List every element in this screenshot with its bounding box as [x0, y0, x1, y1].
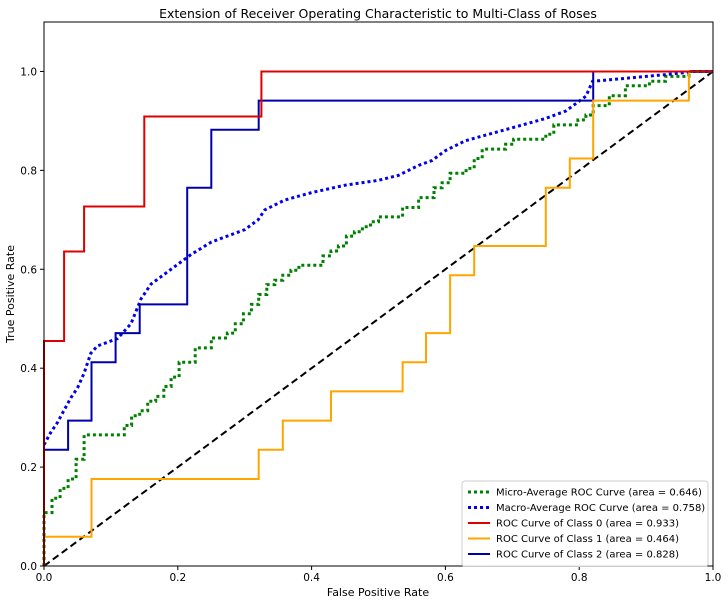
y-tick-label: 0.8 — [20, 165, 37, 177]
series-line-1 — [42, 70, 713, 446]
plot-area — [42, 70, 714, 567]
y-tick-label: 1.0 — [20, 66, 37, 78]
x-tick-label: 0.8 — [571, 572, 588, 584]
x-tick-label: 0.2 — [169, 572, 186, 584]
legend-box — [461, 480, 709, 567]
series-line-2 — [43, 70, 713, 566]
y-axis-label: True Positive Rate — [4, 245, 17, 344]
y-tick-label: 0.4 — [20, 363, 37, 375]
x-tick-label: 0.6 — [437, 572, 454, 584]
legend-entry: Macro-Average ROC Curve (area = 0.758) — [496, 503, 705, 514]
x-tick-label: 1.0 — [705, 572, 722, 584]
legend-entry: ROC Curve of Class 0 (area = 0.933) — [496, 519, 679, 530]
legend-entry: ROC Curve of Class 1 (area = 0.464) — [496, 534, 679, 545]
series-line-5 — [43, 70, 714, 567]
axes-frame — [43, 21, 714, 567]
legend-entry: Micro-Average ROC Curve (area = 0.646) — [496, 488, 702, 499]
legend-entry: ROC Curve of Class 2 (area = 0.828) — [496, 550, 679, 561]
axis-ticks: 0.0 0.2 0.4 0.6 0.8 1.0 0.0 0.2 0.4 0.6 0.8 1.0 — [20, 66, 721, 584]
x-axis-label: False Positive Rate — [327, 586, 429, 599]
y-tick-label: 0.0 — [20, 561, 37, 573]
legend: Micro-Average ROC Curve (area = 0.646) Ma… — [461, 480, 709, 567]
x-tick-label: 0.4 — [303, 572, 320, 584]
chart-title: Extension of Receiver Operating Characte… — [159, 6, 597, 21]
series-line-3 — [43, 70, 713, 566]
y-tick-label: 0.6 — [20, 264, 37, 276]
series-line-0 — [42, 70, 713, 566]
x-tick-label: 0.0 — [36, 572, 53, 584]
series-line-4 — [43, 70, 713, 566]
y-tick-label: 0.2 — [20, 462, 37, 474]
